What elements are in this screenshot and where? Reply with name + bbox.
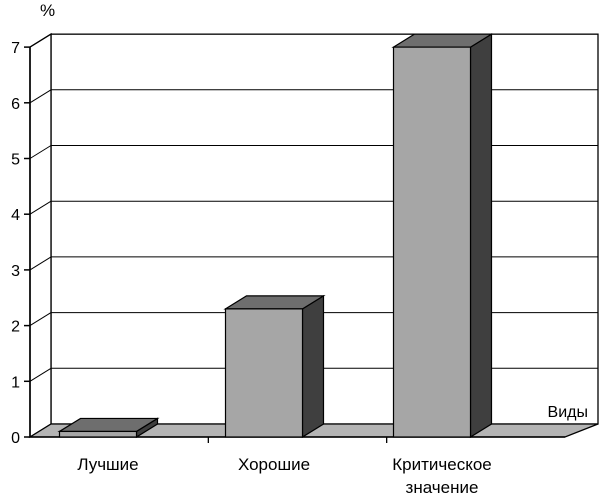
category-label: Хорошие (238, 455, 310, 474)
back-wall (50, 33, 599, 425)
bar (391, 33, 494, 439)
gridline-side (29, 256, 52, 271)
category-label-line: Лучшие (77, 455, 138, 474)
category-label-line: Хорошие (238, 455, 310, 474)
category-label-line: Критическое (392, 455, 492, 474)
x-axis-title: Виды (548, 404, 588, 421)
gridlines (29, 33, 598, 382)
category-label: Критическое значение (392, 455, 492, 496)
y-tick-label: 3 (11, 263, 20, 280)
y-tick-label: 4 (11, 207, 20, 224)
y-tick-label: 0 (11, 430, 20, 447)
y-tick-label: 2 (11, 319, 20, 336)
bar-side (301, 294, 325, 439)
category-label: Лучшие (77, 455, 138, 474)
gridline-side (29, 200, 52, 215)
y-tick-label: 6 (11, 96, 20, 113)
y-tick-label: 5 (11, 152, 20, 169)
bar-side (469, 33, 493, 439)
y-tick-label: 1 (11, 374, 20, 391)
gridline-side (29, 89, 52, 104)
bars (57, 33, 494, 439)
y-tick-label: 7 (11, 40, 20, 57)
bar (57, 417, 160, 439)
gridline-side (29, 33, 52, 48)
side-wall (29, 32, 52, 439)
bar-front (392, 46, 472, 438)
y-axis-title: % (40, 1, 55, 20)
bar-front (224, 308, 304, 438)
gridline-side (29, 312, 52, 327)
category-labels: Лучшие Хорошие Критическое значение (77, 455, 491, 496)
bar-front (58, 430, 138, 438)
bar (223, 294, 326, 439)
gridline-side (29, 367, 52, 382)
category-label-line: значение (406, 478, 479, 496)
gridline-side (29, 145, 52, 159)
